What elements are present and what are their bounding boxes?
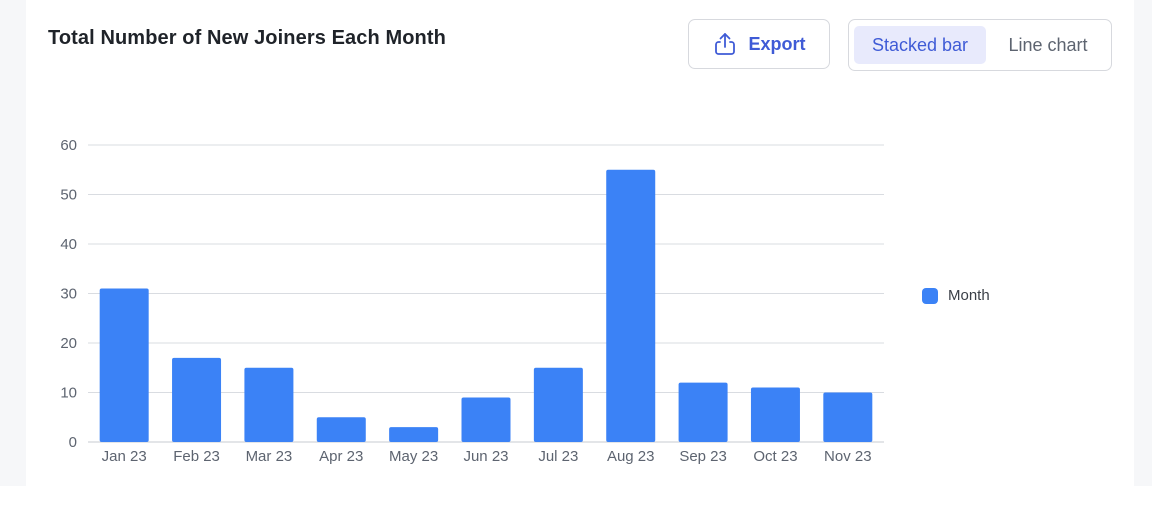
bar-apr-23[interactable]: [316, 417, 366, 442]
bar-mar-23[interactable]: [244, 367, 294, 442]
bar-oct-23[interactable]: [750, 387, 800, 442]
export-button[interactable]: Export: [688, 19, 830, 69]
x-tick-label: Apr 23: [319, 448, 363, 465]
y-tick-label: 50: [60, 187, 77, 204]
x-tick-label: Mar 23: [246, 448, 293, 465]
x-tick-label: Feb 23: [173, 448, 220, 465]
y-tick-label: 60: [60, 137, 77, 154]
y-tick-label: 40: [60, 236, 77, 253]
bar-sep-23[interactable]: [678, 382, 728, 442]
bar-feb-23[interactable]: [172, 357, 222, 442]
x-tick-label: Jan 23: [102, 448, 147, 465]
bar-nov-23[interactable]: [823, 392, 873, 443]
y-tick-label: 30: [60, 286, 77, 303]
line-chart-option[interactable]: Line chart: [1008, 35, 1088, 55]
x-tick-label: Sep 23: [679, 448, 727, 465]
bar-may-23[interactable]: [389, 427, 439, 442]
x-tick-label: Aug 23: [607, 448, 655, 465]
y-tick-label: 0: [69, 434, 77, 451]
x-tick-label: May 23: [389, 448, 438, 465]
bar-jul-23[interactable]: [533, 367, 583, 442]
x-tick-label: Jun 23: [463, 448, 508, 465]
chart-title: Total Number of New Joiners Each Month: [48, 27, 446, 49]
y-tick-label: 10: [60, 385, 77, 402]
bar-jun-23[interactable]: [461, 397, 511, 442]
export-label: Export: [748, 33, 806, 54]
chart-legend: Month: [922, 287, 990, 304]
page-background-right: [1134, 0, 1152, 486]
stacked-bar-option[interactable]: Stacked bar: [854, 26, 986, 64]
x-tick-label: Nov 23: [824, 448, 872, 465]
legend-label: Month: [948, 287, 990, 304]
x-tick-label: Jul 23: [538, 448, 578, 465]
page-background-left: [0, 0, 26, 486]
share-upload-icon: [712, 31, 738, 57]
y-tick-label: 20: [60, 335, 77, 352]
chart-type-toggle: Stacked bar Line chart: [848, 19, 1112, 71]
x-tick-label: Oct 23: [753, 448, 797, 465]
legend-swatch: [922, 287, 938, 304]
bar-jan-23[interactable]: [99, 288, 149, 442]
bar-aug-23[interactable]: [606, 169, 656, 442]
